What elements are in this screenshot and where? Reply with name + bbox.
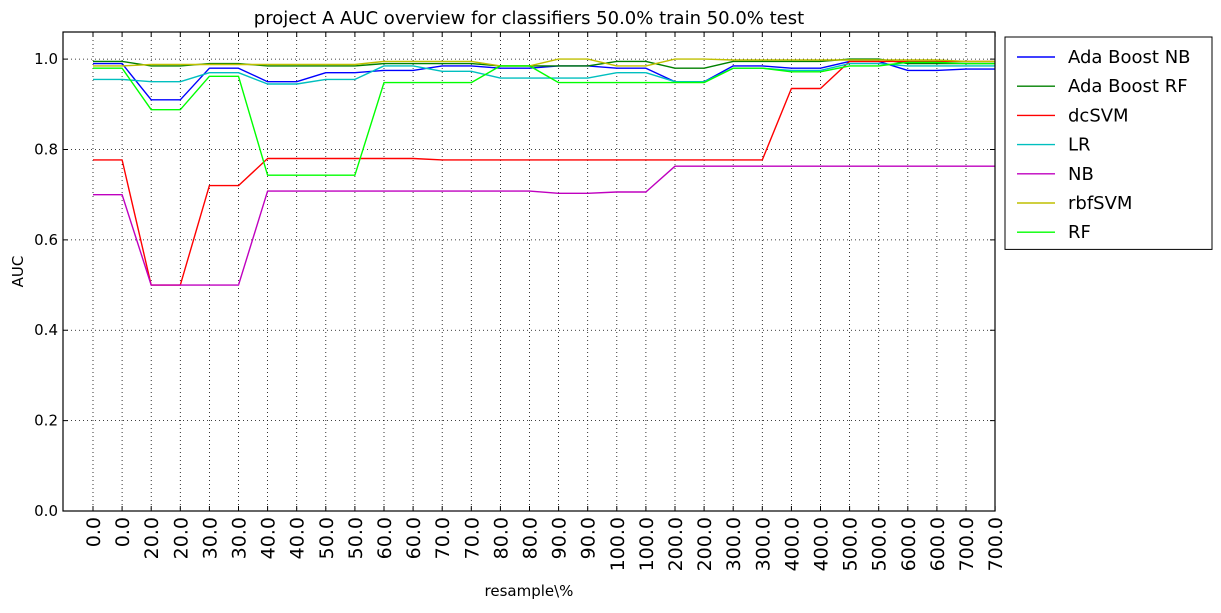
x-tick-label: 0.0: [112, 517, 134, 547]
x-tick-label: 80.0: [520, 517, 542, 559]
x-tick-label: 60.0: [374, 517, 396, 559]
y-tick-label: 0.8: [34, 140, 58, 158]
x-tick-label: 30.0: [229, 517, 251, 559]
x-tick-label: 70.0: [461, 517, 483, 559]
x-tick-label: 500.0: [869, 517, 891, 571]
plot-area: [62, 31, 996, 512]
x-tick-label: 90.0: [578, 517, 600, 559]
x-tick-label: 0.0: [83, 517, 105, 547]
x-tick-label: 700.0: [956, 517, 978, 571]
x-tick-label: 700.0: [985, 517, 1007, 571]
legend-label: Ada Boost RF: [1068, 76, 1188, 97]
x-tick-label: 70.0: [432, 517, 454, 559]
y-axis-label: AUC: [9, 256, 27, 288]
x-tick-label: 200.0: [694, 517, 716, 571]
x-tick-label: 50.0: [316, 517, 338, 559]
x-tick-label: 300.0: [723, 517, 745, 571]
x-tick-label: 100.0: [607, 517, 629, 571]
y-tick-label: 0.2: [34, 412, 58, 430]
y-axis: 0.0 0.2 0.4 0.6 0.8 1.0: [34, 50, 995, 520]
series-lines: [93, 58, 996, 286]
x-tick-label: 40.0: [287, 517, 309, 559]
x-tick-label: 90.0: [549, 517, 571, 559]
y-tick-label: 0.0: [34, 502, 58, 520]
x-tick-label: 400.0: [781, 517, 803, 571]
grid: [63, 32, 996, 511]
legend-label: rbfSVM: [1068, 193, 1132, 214]
x-axis: 0.0 0.0 20.0 20.0 30.0 30.0 40.0 40.0 50.0 50.0 60…: [83, 32, 1007, 571]
x-tick-label: 600.0: [927, 517, 949, 571]
series-line: [93, 60, 996, 286]
x-tick-label: 30.0: [199, 517, 221, 559]
x-tick-label: 50.0: [345, 517, 367, 559]
legend-label: RF: [1068, 222, 1091, 243]
series-line: [93, 60, 996, 101]
legend-label: dcSVM: [1068, 105, 1129, 126]
x-tick-label: 80.0: [490, 517, 512, 559]
x-tick-label: 500.0: [840, 517, 862, 571]
series-line: [93, 61, 996, 176]
series-line: [93, 62, 996, 85]
x-axis-label: resample\%: [485, 582, 574, 600]
x-tick-label: 40.0: [258, 517, 280, 559]
legend-label: LR: [1068, 135, 1091, 156]
y-tick-label: 0.4: [34, 321, 58, 339]
x-tick-label: 60.0: [403, 517, 425, 559]
x-tick-label: 100.0: [636, 517, 658, 571]
chart-title: project A AUC overview for classifiers 5…: [254, 8, 804, 29]
x-tick-label: 300.0: [752, 517, 774, 571]
legend-box: [1004, 36, 1213, 250]
series-line: [93, 58, 996, 67]
legend-label: NB: [1068, 164, 1094, 185]
legend-label: Ada Boost NB: [1068, 47, 1191, 68]
y-tick-label: 1.0: [34, 50, 58, 68]
x-tick-label: 200.0: [665, 517, 687, 571]
series-line: [93, 165, 996, 286]
x-tick-label: 20.0: [170, 517, 192, 559]
legend: Ada Boost NB Ada Boost RF dcSVM LR NB rbfSVM R…: [1004, 36, 1213, 250]
x-tick-label: 400.0: [811, 517, 833, 571]
x-tick-label: 600.0: [898, 517, 920, 571]
x-tick-label: 20.0: [141, 517, 163, 559]
y-tick-label: 0.6: [34, 231, 58, 249]
